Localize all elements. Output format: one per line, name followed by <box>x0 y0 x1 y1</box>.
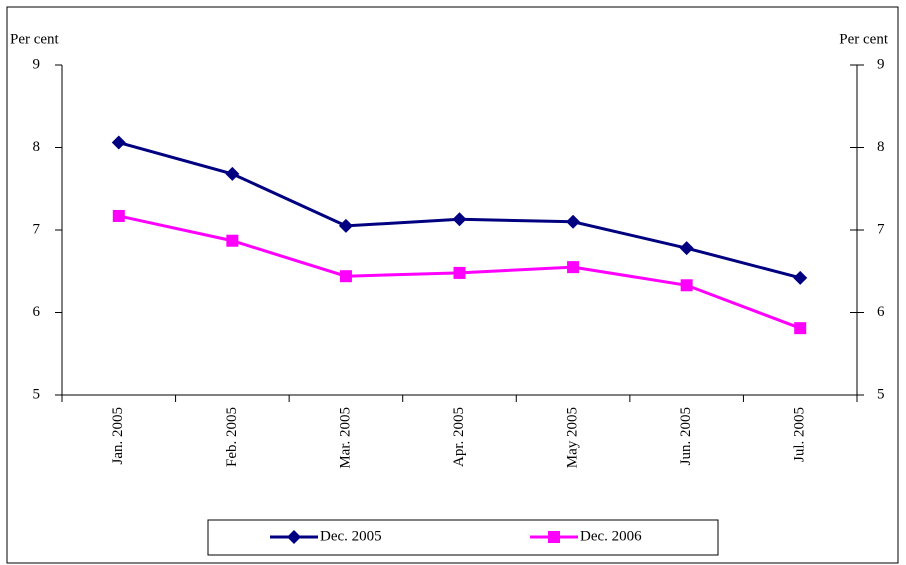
y2-tick-label: 8 <box>877 139 885 155</box>
legend-label: Dec. 2006 <box>580 528 642 544</box>
y2-tick-label: 6 <box>877 304 885 320</box>
data-point <box>680 279 693 292</box>
x-tick-label: Jul. 2005 <box>792 407 808 462</box>
x-tick-label: May 2005 <box>565 407 581 468</box>
y-tick-label: 7 <box>33 221 41 237</box>
data-point <box>453 266 466 279</box>
x-tick-label: Jun. 2005 <box>678 407 694 465</box>
data-point <box>112 209 125 222</box>
data-point <box>339 270 352 283</box>
y-tick-label: 6 <box>33 304 41 320</box>
data-point <box>111 135 126 150</box>
y-axis-label: Per cent <box>10 31 60 47</box>
data-point <box>338 218 353 233</box>
x-tick-label: Feb. 2005 <box>224 407 240 467</box>
y2-tick-label: 9 <box>877 56 885 72</box>
y2-axis-label: Per cent <box>839 31 889 47</box>
legend-label: Dec. 2005 <box>320 528 382 544</box>
y2-tick-label: 7 <box>877 221 885 237</box>
data-point <box>225 166 240 181</box>
data-point <box>452 212 467 227</box>
y-tick-label: 8 <box>33 139 41 155</box>
x-tick-label: Jan. 2005 <box>110 407 126 465</box>
data-point <box>226 234 239 247</box>
x-tick-label: Apr. 2005 <box>451 407 467 467</box>
data-point <box>679 241 694 256</box>
x-tick-label: Mar. 2005 <box>337 407 353 469</box>
y2-tick-label: 5 <box>877 386 885 402</box>
data-point <box>793 270 808 285</box>
chart-border <box>6 6 899 564</box>
y-tick-label: 5 <box>33 386 41 402</box>
data-point <box>567 261 580 274</box>
legend-marker <box>548 531 560 543</box>
legend-marker <box>287 530 301 544</box>
y-tick-label: 9 <box>33 56 41 72</box>
data-point <box>794 322 807 335</box>
data-point <box>566 214 581 229</box>
